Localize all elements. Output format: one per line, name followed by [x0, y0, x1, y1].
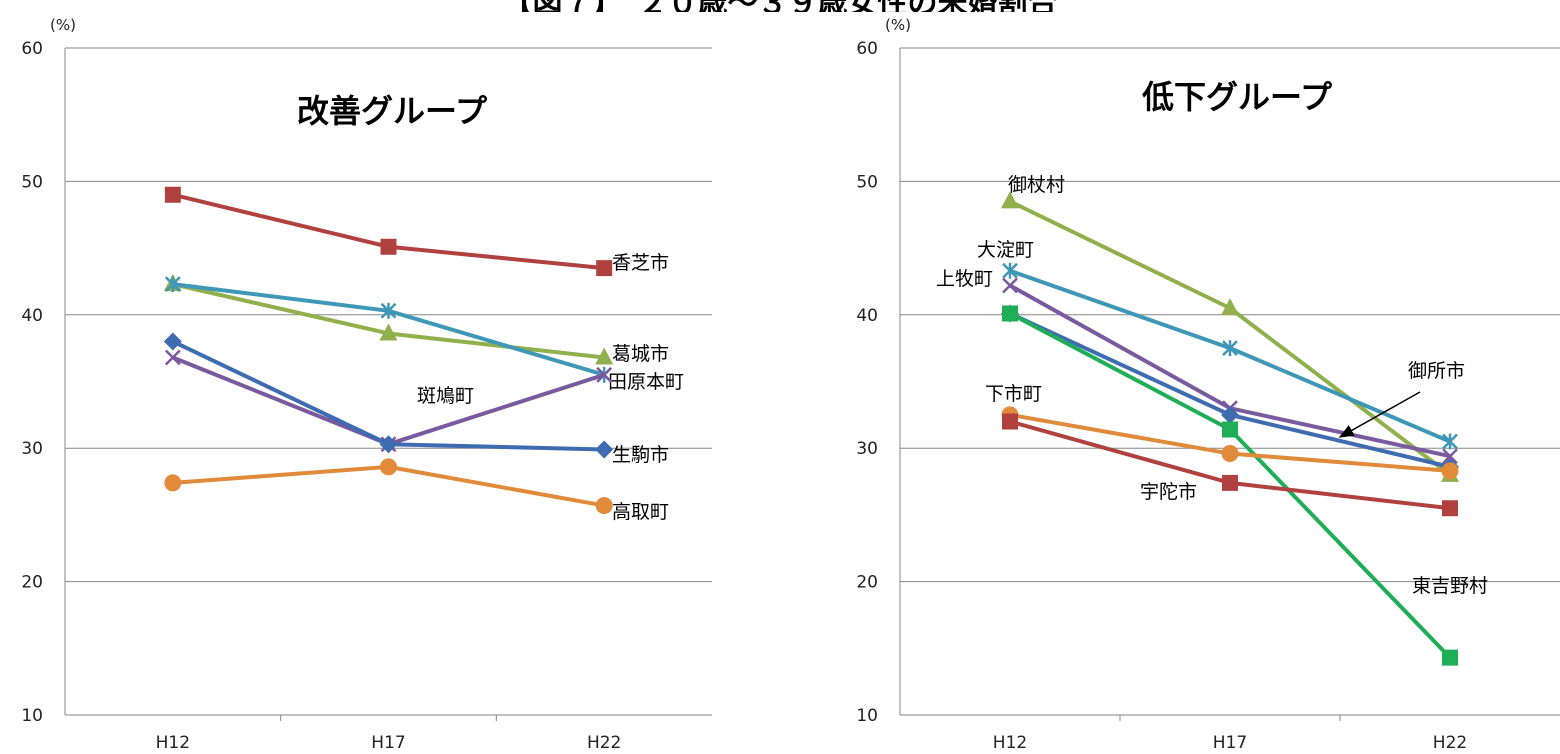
series-label: 葛城市 [612, 343, 669, 365]
x-tick-label: H22 [1433, 733, 1467, 753]
data-point [1441, 462, 1459, 480]
unit-label: (%) [50, 16, 76, 34]
unit-label: (%) [885, 16, 911, 34]
series-line [172, 282, 605, 360]
series-0-group: 香芝市 [164, 186, 669, 277]
series-label: 御杖村 [1008, 174, 1065, 196]
series-5-group: 下市町 [985, 383, 1459, 480]
x-tick-label: H17 [1213, 733, 1247, 753]
data-point [596, 260, 613, 277]
series-label: 御所市 [1408, 360, 1465, 382]
data-point [1222, 421, 1238, 438]
data-point [1442, 433, 1458, 450]
y-tick-label: 20 [21, 573, 43, 593]
y-tick-label: 50 [21, 172, 43, 192]
chart-title: 低下グループ [1142, 78, 1333, 116]
series-6-group: 宇陀市 [1002, 413, 1458, 517]
series-4-group: 生駒市 [163, 332, 669, 466]
series-label: 宇陀市 [1140, 481, 1197, 503]
page-title: 【図７】 ２０歳～３９歳女性の未婚割合 [0, 0, 1560, 12]
data-point [1442, 448, 1458, 465]
series-0-group: 御杖村 [1001, 174, 1459, 482]
data-point [379, 323, 398, 341]
data-point [595, 497, 613, 515]
series-label: 生駒市 [612, 444, 669, 466]
y-tick-label: 40 [21, 306, 43, 326]
x-tick-label: H22 [587, 733, 621, 753]
x-tick-label: H12 [156, 733, 190, 753]
data-point [1001, 191, 1019, 209]
page-title-text: 【図７】 ２０歳～３９歳女性の未婚割合 [503, 0, 1058, 12]
chart-2: 10 20 30 40 50 60 (%) H12 H17 H22 低下グループ御杖村大淀町上牧町御… [856, 16, 1560, 753]
data-point [379, 435, 398, 454]
data-point [380, 238, 397, 255]
data-point [164, 474, 182, 492]
chart-1: 10 20 30 40 50 60 (%) H12 H17 H22 改善グループ香芝市葛城市田原本町… [21, 16, 712, 753]
label-arrow [1338, 391, 1421, 438]
data-point [1221, 298, 1239, 316]
data-point [595, 347, 614, 365]
data-point [1002, 413, 1018, 430]
data-point [163, 332, 182, 351]
data-point [380, 302, 397, 319]
y-tick-label: 30 [856, 439, 878, 459]
data-point [595, 440, 614, 459]
x-tick-label: H12 [993, 733, 1027, 753]
series-4-group: 東吉野村 [1002, 305, 1488, 666]
data-point [1442, 649, 1458, 666]
data-point [1002, 262, 1018, 279]
series-label: 高取町 [612, 501, 669, 523]
chart-title: 改善グループ [297, 92, 488, 130]
series-line [1009, 311, 1451, 469]
series-label: 田原本町 [608, 371, 684, 393]
data-point [1221, 445, 1239, 463]
data-point [1222, 340, 1238, 357]
data-point [596, 366, 613, 383]
data-point [164, 186, 181, 203]
y-tick-label: 50 [856, 172, 878, 192]
series-5-group: 高取町 [164, 458, 669, 523]
series-label: 斑鳩町 [417, 385, 474, 407]
data-point [1221, 405, 1239, 424]
series-label: 香芝市 [612, 252, 669, 274]
series-1-group: 大淀町 [977, 239, 1458, 450]
series-label: 大淀町 [977, 239, 1034, 261]
series-label: 東吉野村 [1412, 575, 1488, 597]
data-point [1002, 277, 1018, 294]
data-point [1002, 305, 1018, 322]
data-point [164, 349, 181, 366]
y-tick-label: 60 [856, 39, 878, 59]
series-label: 上牧町 [936, 268, 993, 290]
data-point [380, 458, 397, 476]
data-point [164, 276, 181, 293]
data-point [1222, 474, 1238, 491]
y-tick-label: 30 [21, 439, 43, 459]
series-line [172, 192, 605, 271]
series-2-group: 上牧町 [936, 268, 1458, 465]
series-label: 下市町 [985, 383, 1042, 405]
data-point [1442, 500, 1458, 517]
y-tick-label: 20 [856, 573, 878, 593]
y-tick-label: 60 [21, 39, 43, 59]
y-tick-label: 10 [21, 706, 43, 726]
x-tick-label: H17 [371, 733, 405, 753]
y-tick-label: 10 [856, 706, 878, 726]
y-tick-label: 40 [856, 306, 878, 326]
